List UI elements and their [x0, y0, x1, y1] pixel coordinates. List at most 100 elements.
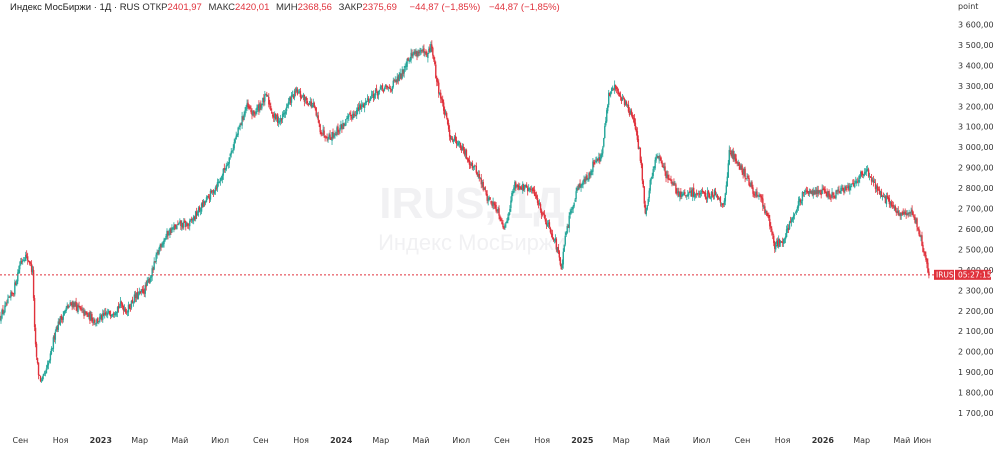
candle-body — [232, 148, 234, 151]
candle-body — [338, 131, 340, 133]
candle-body — [261, 103, 263, 109]
candle-body — [297, 92, 300, 94]
candle-body — [364, 101, 367, 104]
time-axis[interactable]: Сен Ноя 2023 Мар Май Июл Сен Ноя 2024 Мар Май Июл Се… — [13, 436, 932, 445]
candle-body — [150, 276, 152, 278]
candle-body — [517, 185, 519, 187]
candle-body — [860, 171, 862, 176]
candle-body — [376, 91, 379, 96]
candle-body — [196, 213, 199, 216]
candle-body — [617, 91, 620, 95]
candle-body — [191, 220, 194, 222]
candle-body — [780, 241, 783, 243]
candle-body — [462, 146, 465, 150]
candle-body — [45, 368, 48, 374]
candle-body — [164, 238, 166, 241]
candle-body — [836, 190, 838, 192]
candle-body — [857, 181, 859, 183]
candle-body — [562, 251, 564, 265]
candle-body — [823, 188, 825, 190]
candle-body — [177, 224, 179, 225]
candle-body — [894, 206, 896, 211]
price-tag-symbol: IRUS — [936, 270, 954, 279]
candle-body — [361, 104, 364, 105]
candle-body — [811, 191, 813, 195]
time-tick-label: Сен — [735, 436, 751, 445]
candle-body — [201, 202, 204, 207]
candle-body — [684, 191, 686, 195]
candle-body — [67, 305, 69, 308]
price-tick-label: 2 500,00 — [958, 245, 994, 254]
price-tick-label: 2 600,00 — [958, 225, 994, 234]
candle-body — [865, 169, 868, 172]
candle-body — [724, 193, 727, 202]
candle-body — [508, 212, 510, 217]
candle-body — [60, 315, 62, 319]
candle-body — [247, 102, 249, 108]
candle-body — [227, 163, 229, 166]
candle-body — [139, 291, 142, 293]
high-value: 2420,01 — [235, 2, 270, 13]
candle-body — [731, 150, 733, 156]
candle-body — [293, 90, 296, 98]
candle-body — [103, 313, 105, 316]
candle-body — [71, 304, 73, 307]
candle-body — [748, 178, 750, 186]
instrument-title[interactable]: Индекс МосБиржи · 1Д · RUS — [10, 2, 140, 13]
candle-body — [444, 113, 447, 114]
candle-body — [679, 192, 681, 197]
candle-body — [267, 95, 269, 97]
low-label: МИН — [276, 2, 298, 13]
candle-body — [392, 80, 394, 87]
candle-body — [912, 211, 914, 216]
candle-body — [410, 52, 412, 61]
candle-body — [128, 305, 131, 309]
candle-body — [134, 294, 137, 299]
time-tick-label: 2025 — [571, 436, 594, 445]
candle-body — [268, 97, 270, 105]
price-axis[interactable]: point 3 600,00 3 500,00 3 400,00 3 300,00 3 … — [958, 2, 994, 418]
candle-body — [208, 197, 211, 200]
candle-body — [421, 49, 423, 52]
candle-body — [738, 162, 740, 167]
candle-body — [542, 213, 545, 214]
candle-body — [396, 76, 398, 82]
candle-body — [869, 177, 872, 178]
candle-body — [176, 224, 178, 229]
candle-body — [178, 222, 180, 225]
candle-body — [333, 134, 335, 137]
chart-header: Индекс МосБиржи · 1Д · RUS ОТКР2401,97 М… — [10, 1, 560, 15]
candle-body — [365, 101, 368, 103]
candle-body — [284, 111, 287, 114]
candle-body — [582, 180, 584, 185]
candle-body — [384, 85, 387, 88]
candle-body — [439, 92, 441, 95]
candle-body — [47, 362, 50, 366]
candle-body — [520, 186, 522, 188]
candle-body — [637, 139, 640, 149]
candle-body — [619, 95, 622, 98]
candle-body — [590, 170, 592, 176]
candle-body — [592, 161, 594, 172]
candle-body — [107, 312, 109, 315]
time-tick-label: Ноя — [293, 436, 309, 445]
candle-body — [633, 118, 636, 124]
candle-body — [701, 190, 704, 192]
candle-body — [70, 302, 72, 305]
candle-body — [52, 337, 55, 349]
candle-body — [4, 305, 6, 313]
candle-body — [827, 191, 829, 198]
candle-body — [788, 221, 791, 230]
candle-body — [916, 218, 918, 228]
candle-body — [275, 113, 277, 120]
candle-body — [7, 298, 9, 304]
candle-body — [21, 261, 23, 263]
candle-body — [290, 95, 293, 103]
candle-body — [620, 97, 623, 102]
candle-body — [202, 200, 205, 208]
candle-body — [599, 157, 601, 162]
candle-body — [138, 291, 141, 295]
candle-body — [794, 212, 797, 214]
candle-body — [126, 311, 129, 313]
